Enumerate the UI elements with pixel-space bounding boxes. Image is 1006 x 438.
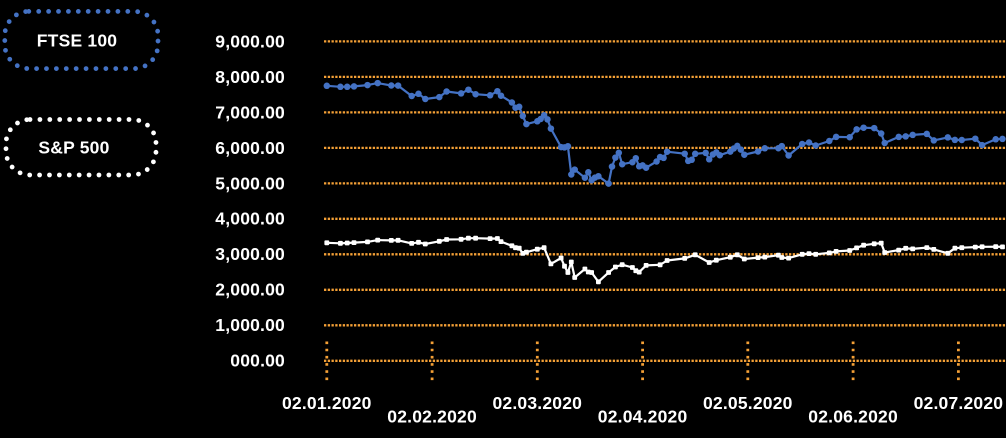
svg-text:6,000.00: 6,000.00 bbox=[215, 138, 285, 158]
svg-text:02.05.2020: 02.05.2020 bbox=[703, 393, 793, 413]
svg-text:02.03.2020: 02.03.2020 bbox=[493, 393, 583, 413]
svg-text:7,000.00: 7,000.00 bbox=[215, 102, 285, 122]
svg-text:2,000.00: 2,000.00 bbox=[215, 280, 285, 300]
svg-text:1,000.00: 1,000.00 bbox=[215, 315, 285, 335]
svg-text:02.06.2020: 02.06.2020 bbox=[808, 407, 898, 427]
svg-text:02.02.2020: 02.02.2020 bbox=[387, 407, 477, 427]
svg-text:5,000.00: 5,000.00 bbox=[215, 173, 285, 193]
svg-text:9,000.00: 9,000.00 bbox=[215, 31, 285, 51]
svg-text:02.07.2020: 02.07.2020 bbox=[914, 393, 1004, 413]
svg-text:02.01.2020: 02.01.2020 bbox=[282, 393, 372, 413]
svg-text:S&P 500: S&P 500 bbox=[38, 138, 109, 158]
svg-text:3,000.00: 3,000.00 bbox=[215, 244, 285, 264]
svg-text:FTSE 100: FTSE 100 bbox=[37, 31, 117, 51]
svg-text:000.00: 000.00 bbox=[230, 351, 285, 371]
svg-text:02.04.2020: 02.04.2020 bbox=[598, 407, 688, 427]
svg-text:4,000.00: 4,000.00 bbox=[215, 209, 285, 229]
svg-text:8,000.00: 8,000.00 bbox=[215, 67, 285, 87]
